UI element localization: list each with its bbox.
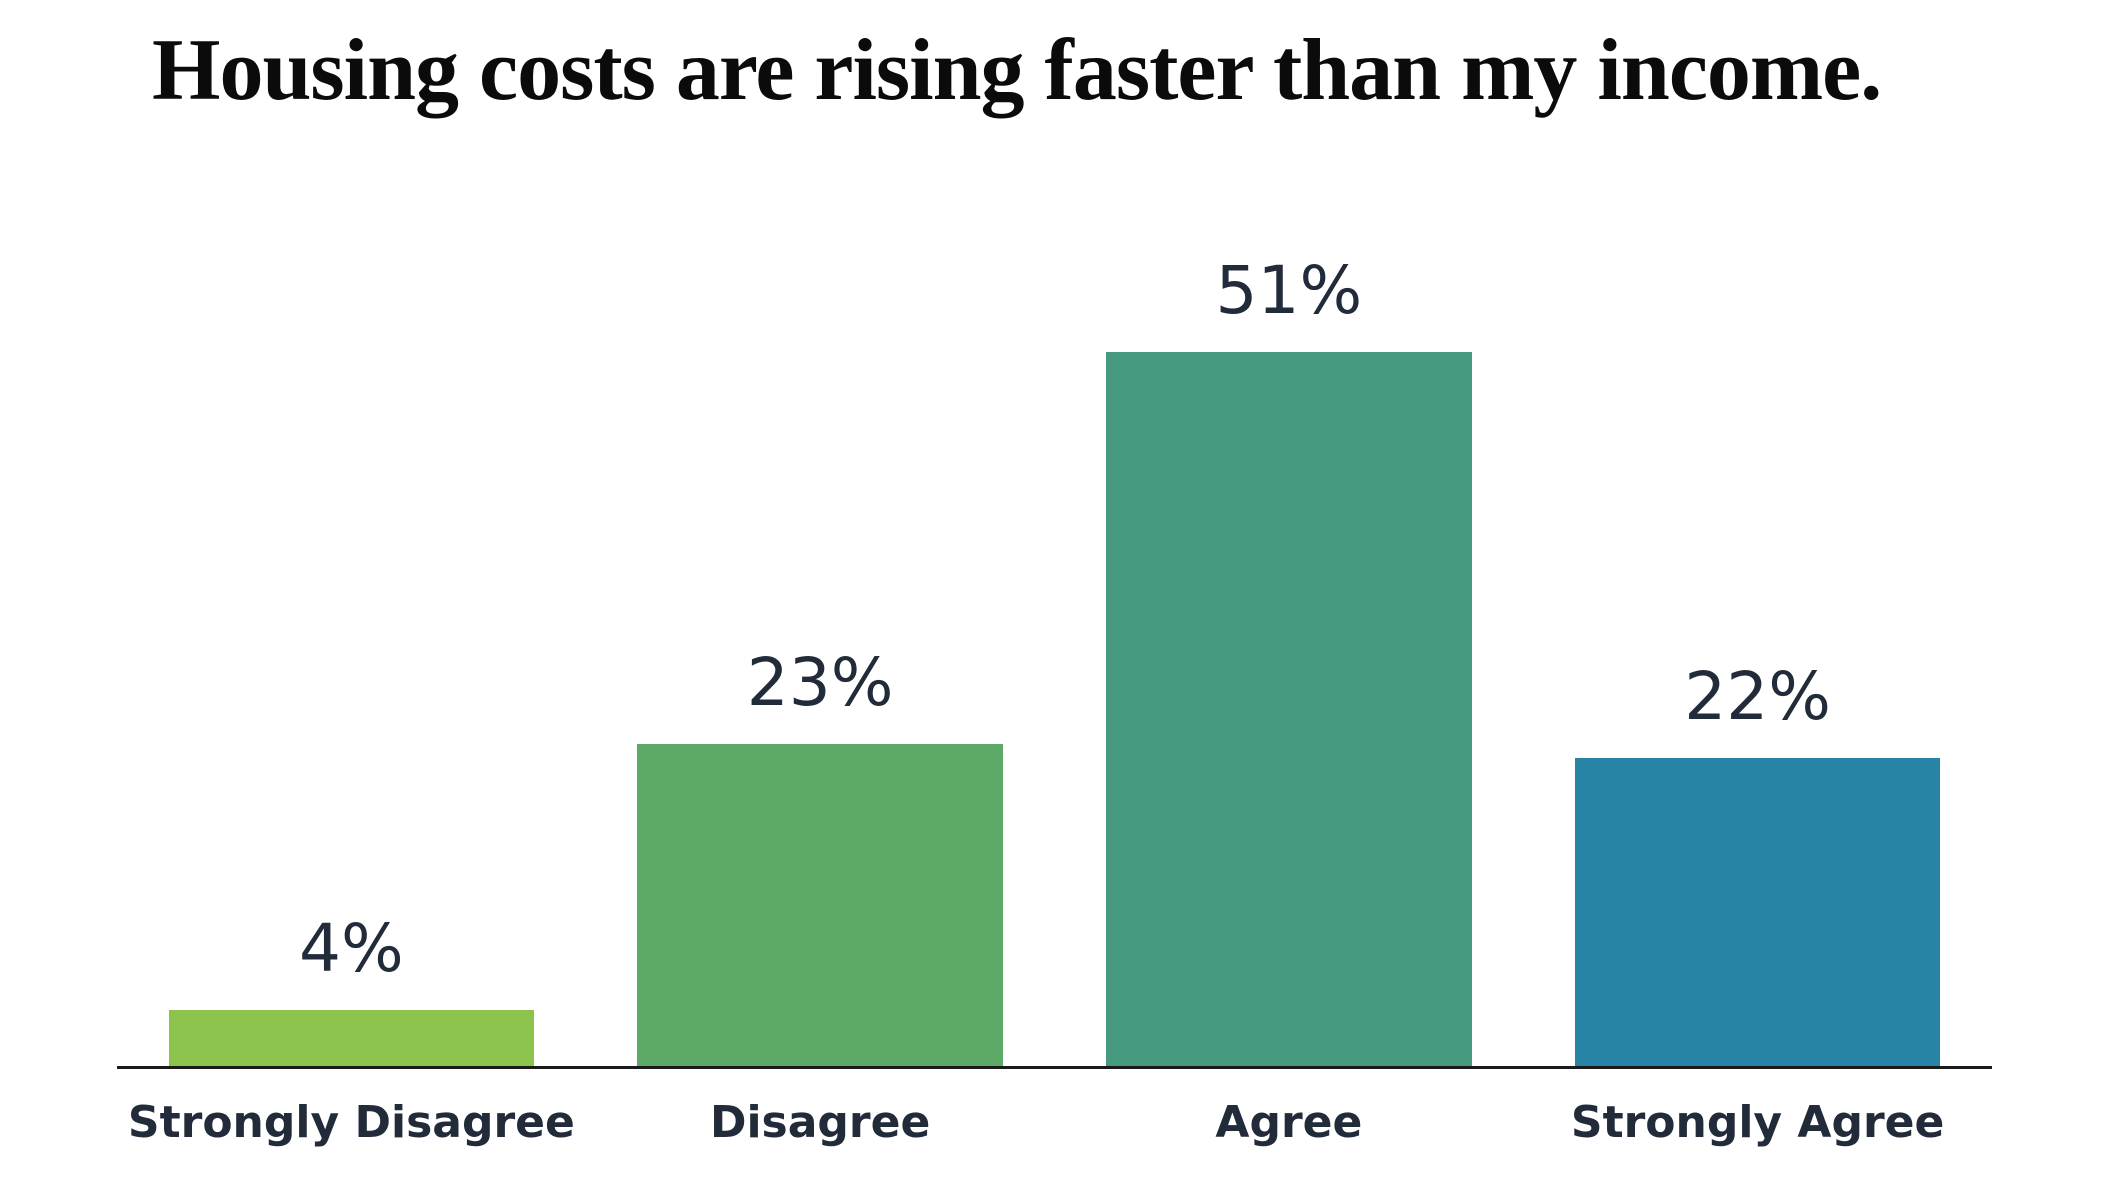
- bar-strongly-agree: [1574, 758, 1941, 1066]
- category-label-agree: Agree: [1215, 1097, 1363, 1148]
- x-axis-labels: Strongly Disagree Disagree Agree Strongl…: [117, 1097, 1992, 1150]
- category-label-strongly-disagree: Strongly Disagree: [127, 1097, 575, 1148]
- bar-column-agree: 51%: [1055, 226, 1524, 1066]
- bar-chart: 4% 23% 51% 22% Strongly Disagree Disagre…: [117, 226, 1992, 1150]
- category-label-strongly-agree: Strongly Agree: [1570, 1097, 1945, 1148]
- bar-column-strongly-agree: 22%: [1523, 226, 1992, 1066]
- bar-disagree: [637, 744, 1003, 1066]
- bar-column-disagree: 23%: [586, 226, 1055, 1066]
- plot-area: 4% 23% 51% 22%: [117, 226, 1992, 1066]
- bar-agree: [1106, 352, 1472, 1066]
- value-label-agree: 51%: [1215, 252, 1363, 330]
- x-axis-line: [117, 1066, 1992, 1069]
- value-label-strongly-agree: 22%: [1684, 658, 1831, 736]
- bar-strongly-disagree: [168, 1010, 535, 1066]
- category-label-disagree: Disagree: [709, 1097, 931, 1148]
- value-label-strongly-disagree: 4%: [299, 910, 404, 988]
- value-label-disagree: 23%: [746, 644, 894, 722]
- chart-title: Housing costs are rising faster than my …: [152, 22, 1882, 119]
- bar-column-strongly-disagree: 4%: [117, 226, 586, 1066]
